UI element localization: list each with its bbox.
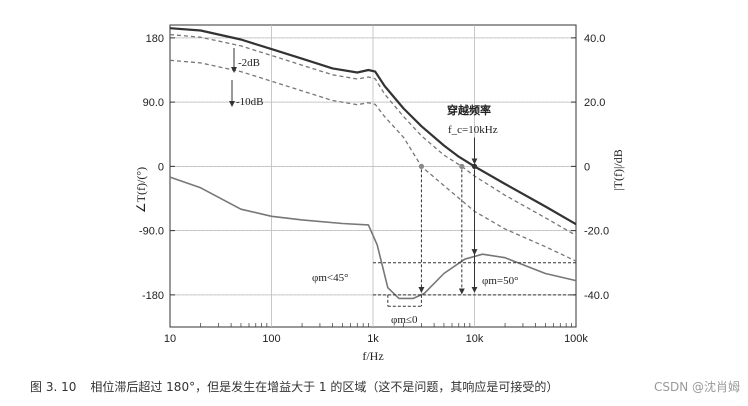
- crossover-dot: [471, 163, 478, 169]
- x-tick-label: 10k: [466, 333, 484, 345]
- right-tick-label: 0: [584, 161, 590, 173]
- annotation-crossover-title: 穿越频率: [447, 103, 491, 117]
- magnitude-minus-2db-line: [169, 33, 577, 236]
- annotation-pm-less-45: φm<45°: [312, 272, 349, 284]
- left-tick-label: -180: [142, 290, 164, 302]
- right-axis-ticks: 40.0 20.0 0 -20.0 -40.0: [571, 33, 609, 302]
- magnitude-minus-10db-line: [169, 59, 577, 262]
- x-axis-ticks: 10 100 1k 10k 100k: [164, 333, 589, 345]
- figure-caption: 图 3. 10 相位滞后超过 180°，但是发生在增益大于 1 的区域（这不是问题…: [30, 378, 740, 395]
- crossover-dot: [459, 163, 465, 169]
- left-tick-label: -90.0: [139, 226, 164, 238]
- right-tick-label: -40.0: [584, 290, 609, 302]
- right-tick-label: 40.0: [584, 33, 605, 45]
- x-tick-label: 100k: [564, 333, 588, 345]
- caption-number: 图 3. 10: [30, 380, 77, 394]
- left-axis-ticks: 180 90.0 0 -90.0 -180: [139, 33, 175, 302]
- annotation-pm-50: φm=50°: [482, 275, 519, 287]
- magnitude-line: [169, 27, 577, 226]
- bode-plot: 180 90.0 0 -90.0 -180 40.0 20.0 0 -20.0 -40.0 10…: [134, 24, 625, 363]
- left-tick-label: 0: [158, 161, 164, 173]
- right-tick-label: 20.0: [584, 97, 605, 109]
- x-tick-label: 1k: [367, 333, 379, 345]
- left-tick-label: 90.0: [143, 97, 164, 109]
- x-tick-label: 100: [262, 333, 280, 345]
- caption-watermark: CSDN @沈肖姆: [649, 378, 740, 395]
- x-axis-label: f/Hz: [362, 349, 383, 363]
- guide-lines: [229, 48, 576, 307]
- phase-line: [169, 176, 577, 300]
- left-tick-label: 180: [146, 33, 164, 45]
- annotation-crossover-freq: f_c=10kHz: [448, 124, 498, 136]
- crossover-dot: [418, 163, 425, 169]
- left-axis-label: ∠T(f)/(°): [134, 167, 148, 213]
- right-axis-label: |T(f)|/dB: [611, 149, 625, 190]
- caption-text: 相位滞后超过 180°，但是发生在增益大于 1 的区域（这不是问题，其响应是可接…: [90, 380, 559, 394]
- right-tick-label: -20.0: [584, 226, 609, 238]
- annotation-pm-le-0: φm≤0: [391, 314, 418, 326]
- annotation-minus-2db: -2dB: [238, 57, 260, 69]
- annotation-minus-10db: -10dB: [236, 96, 264, 108]
- x-tick-label: 10: [164, 333, 176, 345]
- series-lines: [169, 27, 577, 300]
